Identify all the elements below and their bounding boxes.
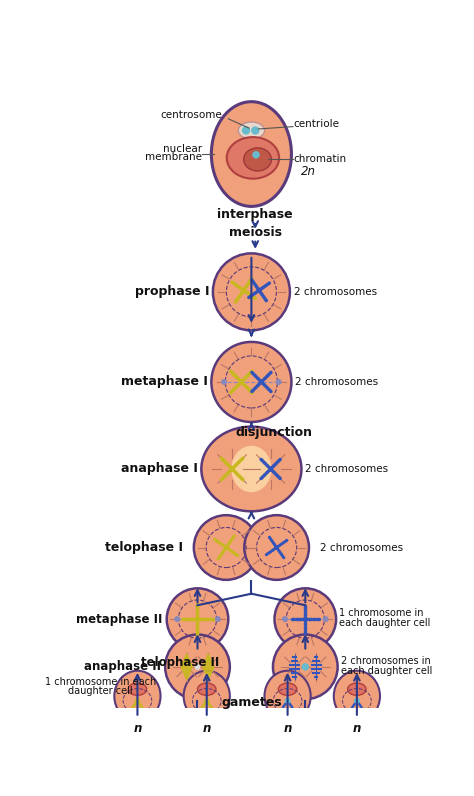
Text: 2 chromosomes: 2 chromosomes	[295, 377, 378, 387]
Circle shape	[276, 380, 281, 384]
Text: 2 chromosomes: 2 chromosomes	[294, 287, 377, 297]
Text: chromatin: chromatin	[294, 154, 347, 165]
Ellipse shape	[273, 634, 337, 699]
Text: disjunction: disjunction	[236, 426, 313, 439]
Circle shape	[205, 699, 209, 703]
Circle shape	[303, 617, 307, 621]
Text: 2 chromosomes: 2 chromosomes	[305, 464, 388, 474]
Text: interphase: interphase	[218, 209, 293, 221]
Circle shape	[285, 698, 290, 703]
Circle shape	[216, 617, 220, 622]
Ellipse shape	[198, 683, 216, 696]
Ellipse shape	[167, 588, 228, 650]
Circle shape	[222, 380, 227, 384]
Ellipse shape	[201, 427, 301, 511]
Circle shape	[224, 546, 228, 549]
Text: centriole: centriole	[294, 119, 340, 129]
Ellipse shape	[211, 342, 292, 422]
Circle shape	[239, 380, 243, 384]
Text: anaphase II: anaphase II	[84, 661, 161, 673]
Text: prophase I: prophase I	[135, 286, 209, 298]
Text: n: n	[202, 722, 211, 735]
Ellipse shape	[227, 137, 279, 178]
Text: metaphase I: metaphase I	[120, 376, 208, 388]
Ellipse shape	[194, 515, 258, 579]
Text: telophase II: telophase II	[141, 656, 219, 669]
Polygon shape	[182, 654, 192, 679]
Circle shape	[323, 617, 328, 622]
Circle shape	[259, 380, 264, 384]
Circle shape	[196, 617, 200, 621]
Text: each daughter cell: each daughter cell	[341, 665, 432, 676]
Circle shape	[257, 288, 261, 292]
Ellipse shape	[128, 683, 146, 696]
Text: centrosome: centrosome	[160, 110, 222, 120]
Text: meiosis: meiosis	[229, 226, 282, 239]
Ellipse shape	[278, 683, 297, 696]
Text: metaphase II: metaphase II	[76, 613, 163, 626]
Text: n: n	[283, 722, 292, 735]
Text: daughter cell: daughter cell	[68, 686, 133, 696]
Text: membrane: membrane	[145, 152, 202, 162]
Text: gametes: gametes	[221, 696, 282, 708]
Ellipse shape	[165, 634, 230, 699]
Text: n: n	[353, 722, 361, 735]
Circle shape	[283, 617, 287, 622]
Circle shape	[269, 467, 273, 471]
Ellipse shape	[244, 515, 309, 579]
Circle shape	[230, 467, 234, 471]
Text: 1 chromosome in: 1 chromosome in	[339, 608, 424, 618]
Text: anaphase I: anaphase I	[120, 462, 198, 475]
Circle shape	[243, 127, 249, 134]
Ellipse shape	[264, 671, 310, 721]
Text: 1 chromosome in each: 1 chromosome in each	[45, 677, 156, 687]
Circle shape	[252, 127, 259, 134]
Text: 2 chromosomes in: 2 chromosomes in	[341, 656, 430, 665]
Circle shape	[175, 617, 180, 622]
Circle shape	[136, 699, 139, 703]
Ellipse shape	[183, 671, 230, 721]
Text: each daughter cell: each daughter cell	[339, 618, 430, 628]
Polygon shape	[203, 654, 214, 679]
Ellipse shape	[334, 671, 380, 721]
Text: nuclear: nuclear	[163, 143, 202, 154]
Ellipse shape	[274, 588, 336, 650]
Ellipse shape	[244, 148, 272, 171]
Text: 2n: 2n	[301, 166, 316, 178]
Ellipse shape	[238, 122, 264, 139]
Text: telophase I: telophase I	[105, 541, 183, 554]
Circle shape	[253, 152, 259, 158]
Text: 2 chromosomes: 2 chromosomes	[320, 543, 403, 552]
Circle shape	[302, 664, 309, 670]
Ellipse shape	[213, 253, 290, 330]
Ellipse shape	[211, 102, 292, 206]
Circle shape	[275, 546, 278, 549]
Ellipse shape	[347, 683, 366, 696]
Text: n: n	[133, 722, 142, 735]
Ellipse shape	[231, 446, 272, 492]
Ellipse shape	[114, 671, 161, 721]
Circle shape	[195, 665, 200, 669]
Circle shape	[355, 698, 359, 703]
Circle shape	[242, 288, 246, 292]
